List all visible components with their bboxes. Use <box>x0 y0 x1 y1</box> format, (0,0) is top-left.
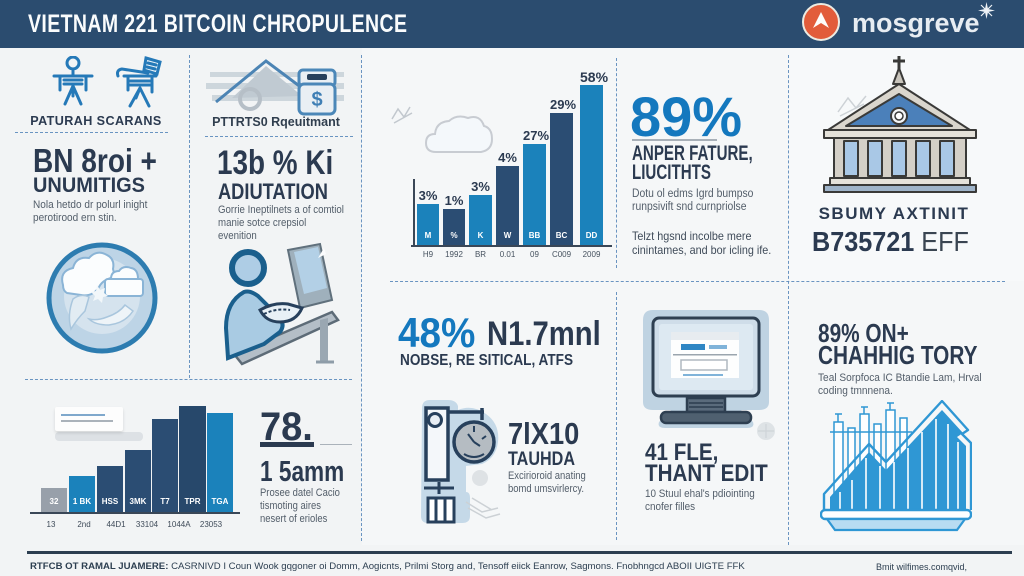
svg-text:$: $ <box>311 89 322 111</box>
